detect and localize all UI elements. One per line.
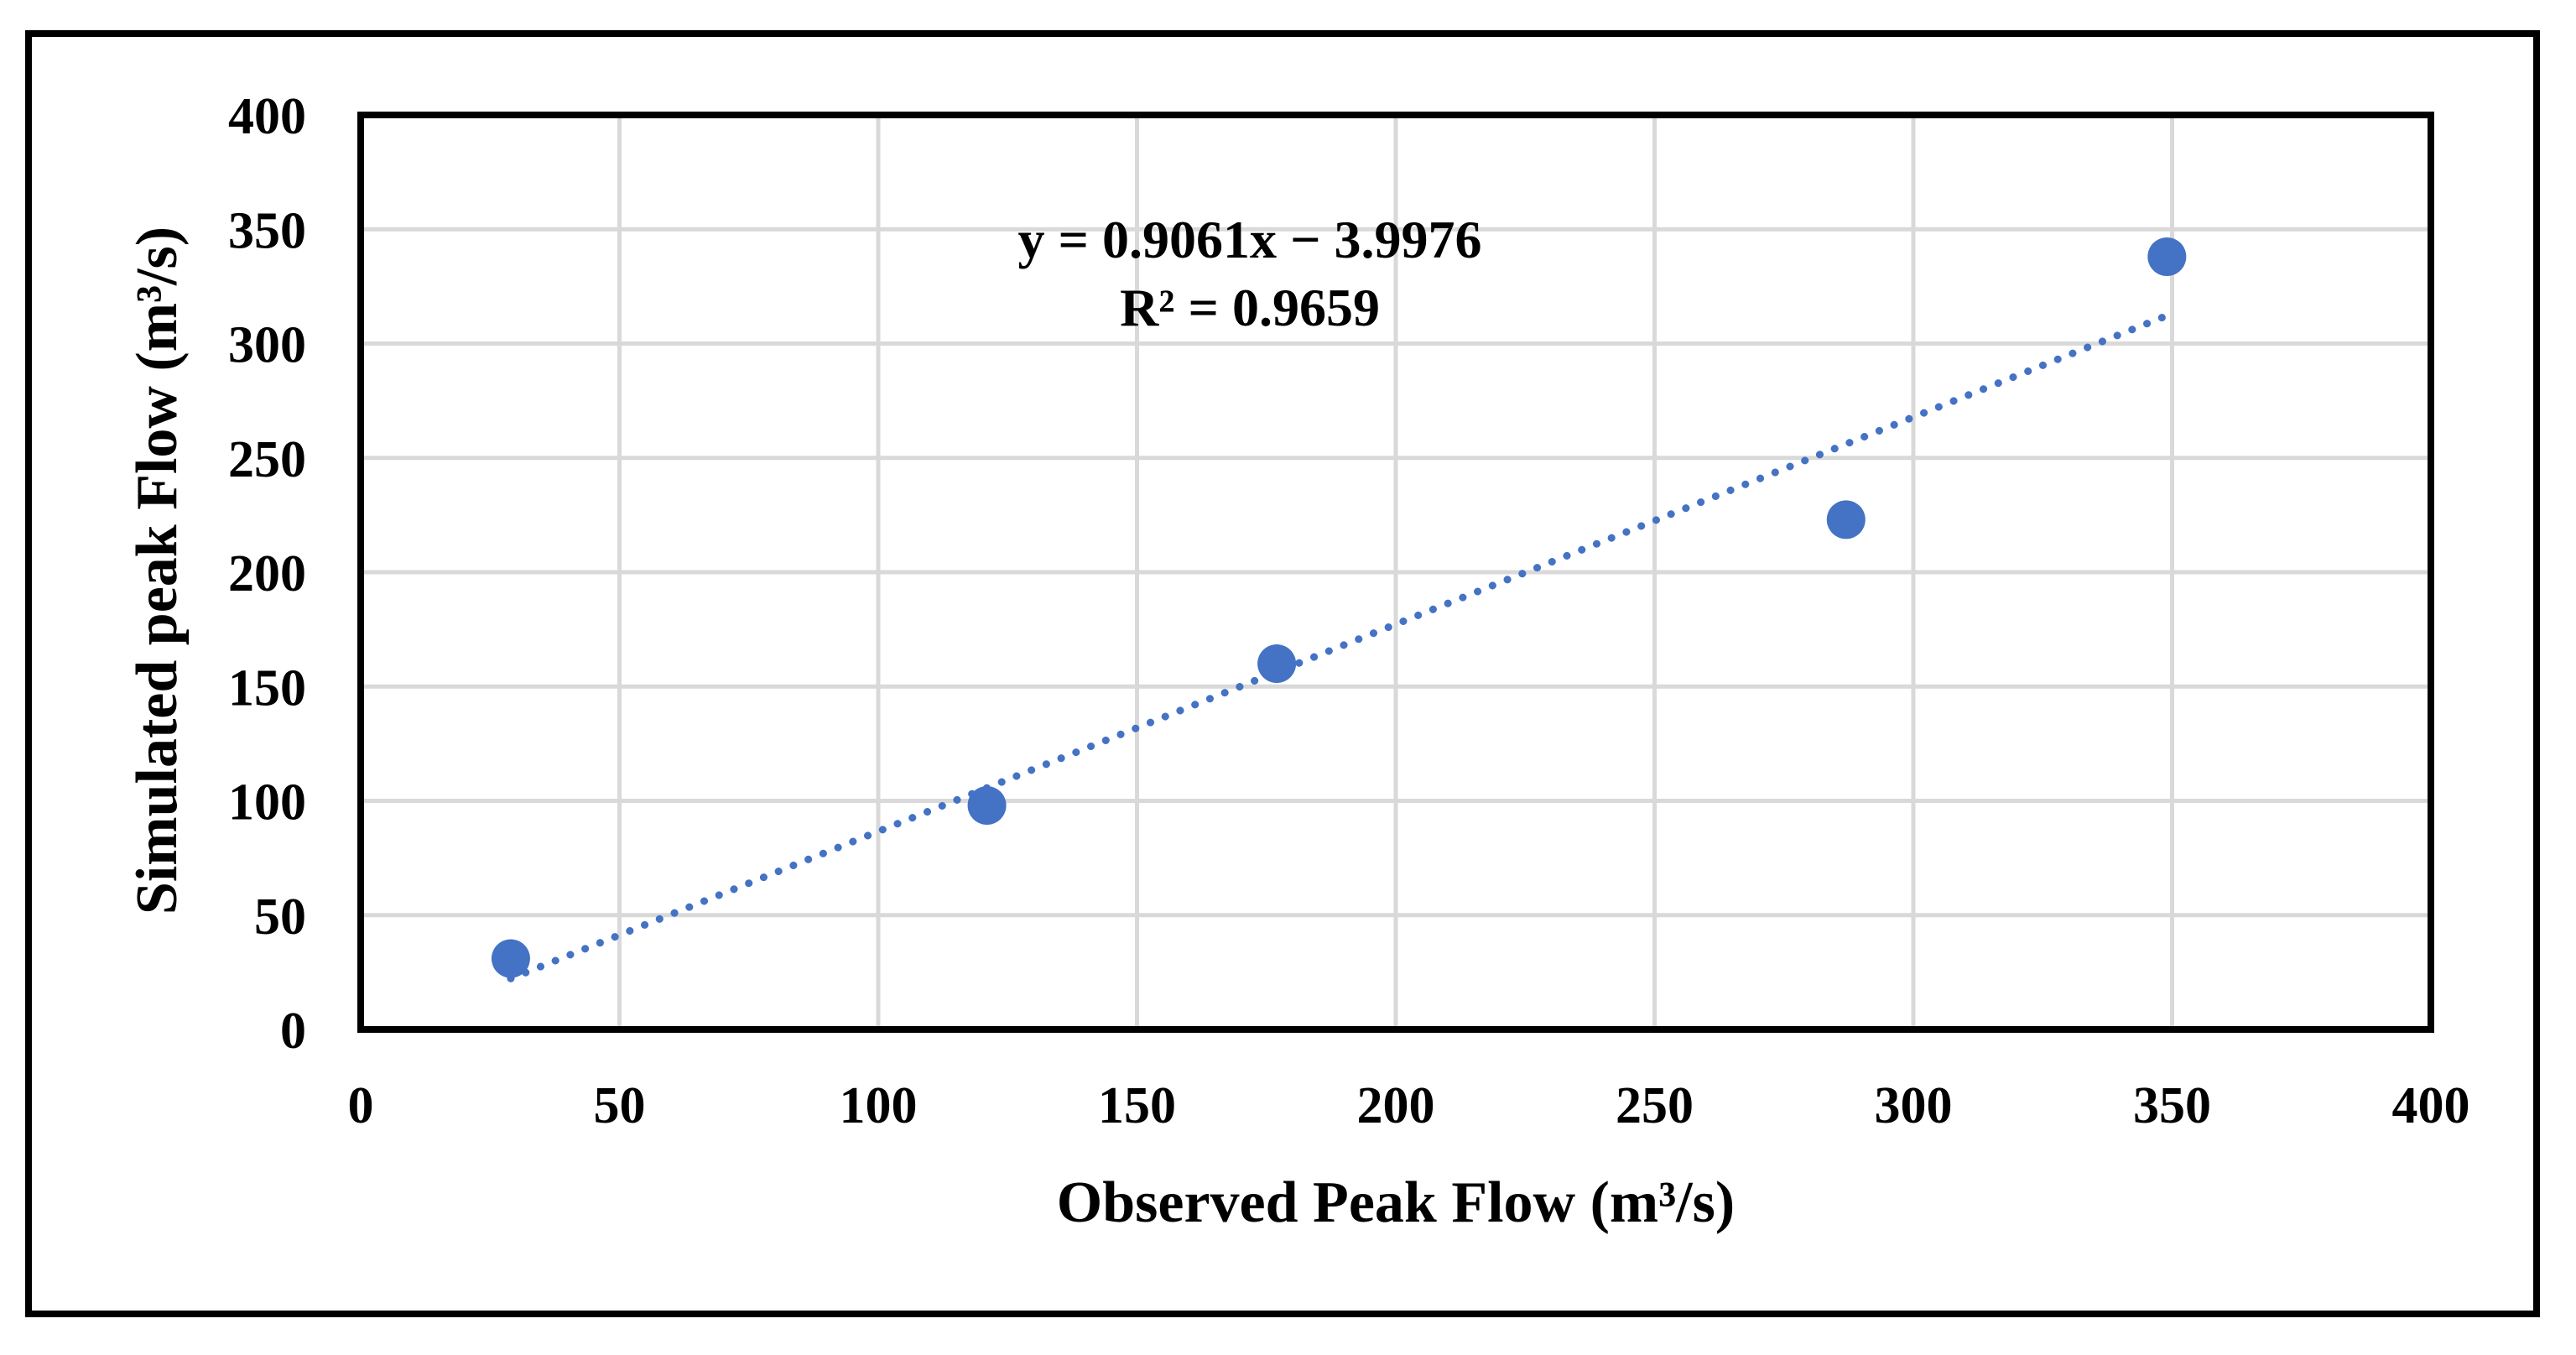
y-tick-label: 300 <box>228 317 306 374</box>
trendline <box>507 311 2171 982</box>
x-tick-label: 200 <box>1357 1077 1435 1134</box>
data-point <box>1826 500 1866 539</box>
y-tick-label: 400 <box>228 88 306 145</box>
data-point <box>967 785 1007 825</box>
y-tick-label: 200 <box>228 545 306 602</box>
plot-area-border <box>357 112 2434 1033</box>
data-point <box>491 939 530 978</box>
x-tick-label: 150 <box>1098 1077 1176 1134</box>
data-points <box>491 237 2187 978</box>
y-tick-label: 350 <box>228 202 306 259</box>
r-squared-annotation: R² = 0.9659 <box>1120 278 1380 337</box>
data-point <box>2147 237 2187 276</box>
x-tick-label: 400 <box>2392 1077 2470 1134</box>
y-tick-label: 100 <box>228 774 306 831</box>
y-tick-label: 150 <box>228 659 306 717</box>
y-tick-label: 250 <box>228 431 306 488</box>
x-tick-labels: 0 50 100 150 200 250 300 350 400 <box>348 1077 2470 1134</box>
y-axis-title: Simulated peak Flow (m³/s) <box>125 227 190 915</box>
grid-lines <box>361 115 2431 1029</box>
y-tick-labels: 0 50 100 150 200 250 300 350 400 <box>228 88 306 1060</box>
data-point <box>1257 644 1297 683</box>
figure-frame <box>25 30 2540 1317</box>
x-tick-label: 0 <box>348 1077 374 1134</box>
y-tick-label: 50 <box>254 889 306 946</box>
equation-annotation: y = 0.9061x − 3.9976 <box>1018 210 1482 269</box>
x-tick-label: 250 <box>1616 1077 1694 1134</box>
x-tick-label: 350 <box>2133 1077 2211 1134</box>
x-tick-label: 300 <box>1875 1077 1953 1134</box>
x-axis-title: Observed Peak Flow (m³/s) <box>1057 1170 1735 1235</box>
x-tick-label: 50 <box>594 1077 646 1134</box>
x-tick-label: 100 <box>840 1077 918 1134</box>
y-tick-label: 0 <box>280 1003 306 1060</box>
